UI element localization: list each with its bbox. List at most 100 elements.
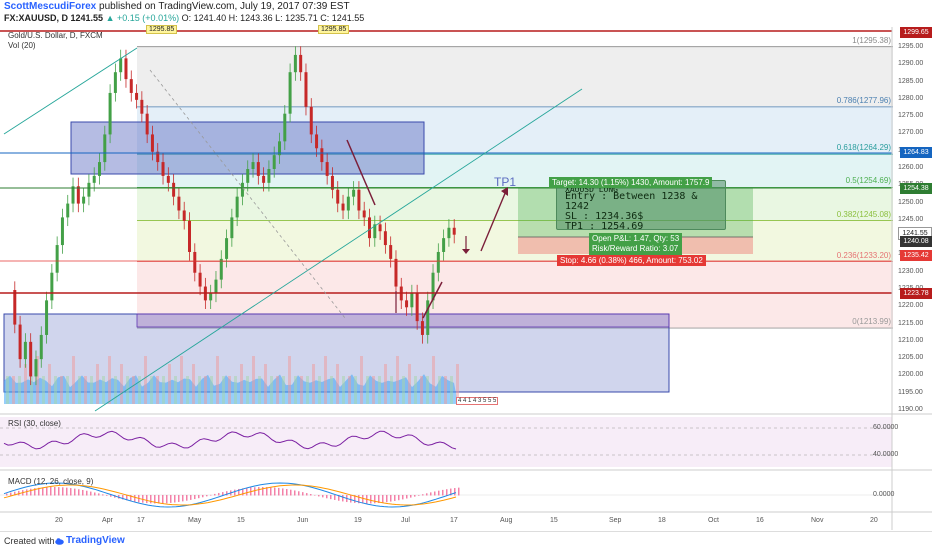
candle-body (219, 258, 223, 280)
time-tick: 20 (55, 517, 63, 524)
time-tick: Sep (609, 517, 622, 524)
author-link[interactable]: ScottMescudiForex (4, 1, 97, 12)
candle-body (150, 134, 154, 152)
macd-histogram-bar (46, 487, 48, 496)
axes (0, 27, 932, 530)
macd-histogram-bar (438, 490, 440, 496)
arrow-line (422, 281, 443, 319)
price-tick: 1275.00 (898, 112, 924, 120)
volume-bar (216, 356, 219, 404)
signal-line (3, 484, 457, 506)
volume-bar (66, 376, 69, 404)
macd-histogram-bar (426, 493, 428, 496)
volume-bar (336, 364, 339, 404)
arrowhead (462, 249, 470, 254)
macd-histogram-bar (6, 493, 8, 496)
candle-body (431, 272, 435, 301)
volume-bar (270, 376, 273, 404)
volume-bar (12, 376, 15, 404)
trend-line (3, 47, 138, 135)
price-marker-label: 1254.38 (900, 183, 932, 194)
volume-bar (420, 376, 423, 404)
macd-histogram-bar (130, 495, 132, 502)
candle-body (256, 162, 260, 176)
volume-bar (288, 356, 291, 404)
volume-legend: Vol (20) (8, 41, 36, 50)
volume-bar (234, 376, 237, 404)
volume-bar (438, 376, 441, 404)
macd-histogram-bar (258, 487, 260, 496)
macd-histogram-bar (402, 495, 404, 500)
candle-body (452, 227, 456, 235)
price-tick: 1200.00 (898, 371, 924, 379)
time-tick: Apr (102, 517, 113, 524)
candle-body (29, 341, 33, 377)
idea-note[interactable]: XAUUSD LONG Entry : Between 1238 & 1242 SL… (556, 180, 726, 232)
volume-bar (132, 376, 135, 404)
price-tick: 1260.00 (898, 164, 924, 171)
macd-histogram-bar (278, 487, 280, 496)
macd-histogram-bar (186, 495, 188, 501)
candle-body (267, 169, 271, 183)
volume-bar (414, 376, 417, 404)
candle-body (198, 272, 202, 287)
candle-body (182, 210, 186, 221)
macd-histogram-bar (262, 487, 264, 496)
macd-histogram-bar (338, 495, 340, 501)
volume-bar (108, 356, 111, 404)
candle-body (346, 196, 350, 211)
price-tick: 1270.00 (898, 129, 924, 137)
candle-body (420, 321, 424, 335)
change-up-icon: ▲ (105, 13, 115, 23)
arrow-line (480, 190, 507, 252)
indicator-panels (0, 413, 932, 508)
candle-body (230, 217, 234, 239)
candle-body (293, 54, 297, 73)
candle-body (55, 245, 59, 273)
candle-body (325, 162, 329, 176)
time-tick: May (188, 517, 202, 524)
macd-histogram-bar (354, 495, 356, 503)
time-tick: 19 (354, 517, 362, 524)
symbol-label: FX:XAUUSD, D (4, 13, 69, 23)
fib-zone (137, 187, 893, 221)
candle-body (235, 196, 239, 218)
macd-histogram-bar (394, 495, 396, 501)
volume-bar (246, 376, 249, 404)
candle-body (172, 182, 176, 197)
macd-histogram-bar (314, 494, 316, 496)
candle-body (193, 251, 197, 273)
volume-bar (168, 364, 171, 404)
fib-level-label: 0(1213.99) (852, 317, 891, 327)
candle-body (82, 196, 86, 204)
chart-header: ScottMescudiForex published on TradingVi… (0, 0, 932, 27)
volume-bar (120, 364, 123, 404)
candle-body (330, 175, 334, 190)
macd-histogram-bar (146, 495, 148, 504)
volume-bar (330, 376, 333, 404)
volume-bar (366, 376, 369, 404)
ohlc-values: O: 1241.40 H: 1243.36 L: 1235.71 C: 1241… (181, 13, 365, 23)
macd-histogram-bar (174, 495, 176, 503)
volume-bar (384, 364, 387, 404)
volume-bar (192, 364, 195, 404)
candle-body (60, 217, 64, 246)
volume-bar (96, 364, 99, 404)
price-tick: 1280.00 (898, 94, 924, 102)
macd-histogram-bar (18, 490, 20, 496)
price-chart[interactable] (0, 27, 932, 531)
candle-body (336, 189, 340, 204)
macd-histogram-bar (214, 493, 216, 496)
trend-lines[interactable] (0, 30, 892, 412)
macd-histogram-bar (26, 489, 28, 496)
volume-bar (282, 376, 285, 404)
macd-histogram-bar (298, 491, 300, 496)
macd-histogram-bar (82, 489, 84, 496)
candle-body (145, 113, 149, 135)
volume-bar (144, 356, 147, 404)
fibonacci-retracement[interactable] (137, 46, 893, 329)
macd-histogram-bar (370, 495, 372, 504)
tradingview-logo[interactable]: TradingView (66, 535, 125, 546)
volume-bar (456, 364, 459, 404)
macd-histogram-bar (66, 487, 68, 496)
